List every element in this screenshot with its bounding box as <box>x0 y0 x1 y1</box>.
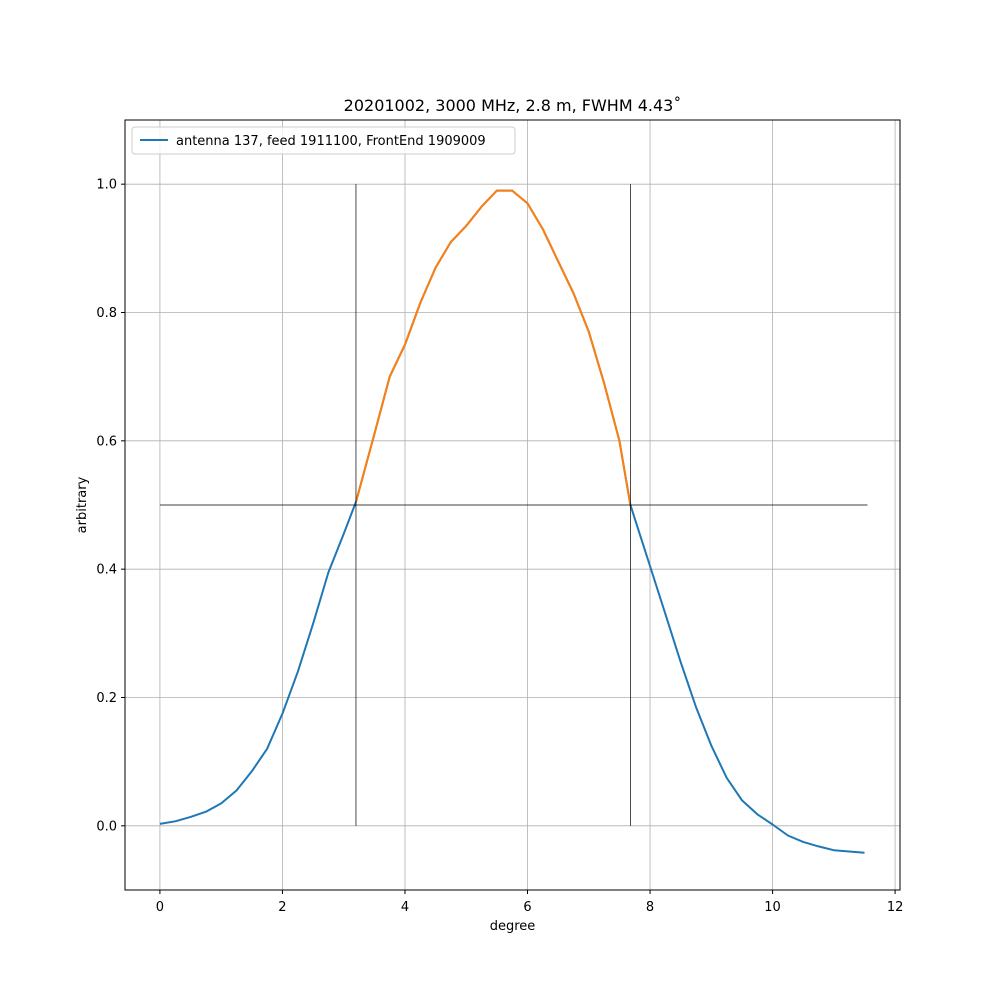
y-tick-label: 0.2 <box>96 691 117 706</box>
legend-label: antenna 137, feed 1911100, FrontEnd 1909… <box>176 134 486 149</box>
y-tick-label: 0.0 <box>96 819 117 834</box>
y-axis: 0.0 0.2 0.4 0.6 0.8 1.0 <box>96 178 125 834</box>
series-layer <box>159 189 865 854</box>
x-tick-label: 6 <box>523 900 531 915</box>
legend: antenna 137, feed 1911100, FrontEnd 1909… <box>131 126 516 155</box>
legend-box <box>131 126 516 155</box>
reference-lines <box>159 184 868 826</box>
y-tick-label: 0.8 <box>96 306 117 321</box>
x-tick-label: 12 <box>887 900 904 915</box>
plot-frame <box>124 119 901 891</box>
x-tick-label: 4 <box>401 900 409 915</box>
chart-title: 20201002, 3000 MHz, 2.8 m, FWHM 4.43˚ <box>344 96 682 115</box>
x-tick-label: 2 <box>278 900 286 915</box>
y-axis-label: arbitrary <box>75 476 90 533</box>
x-tick-label: 0 <box>156 900 164 915</box>
x-tick-label: 10 <box>764 900 781 915</box>
y-tick-label: 0.6 <box>96 434 117 449</box>
series-line-fwhm-region <box>355 189 632 506</box>
x-axis-label: degree <box>490 919 536 934</box>
x-tick-label: 8 <box>646 900 654 915</box>
x-axis: 0 2 4 6 8 10 12 <box>156 890 904 915</box>
y-tick-label: 0.4 <box>96 563 117 578</box>
y-tick-label: 1.0 <box>96 178 117 193</box>
